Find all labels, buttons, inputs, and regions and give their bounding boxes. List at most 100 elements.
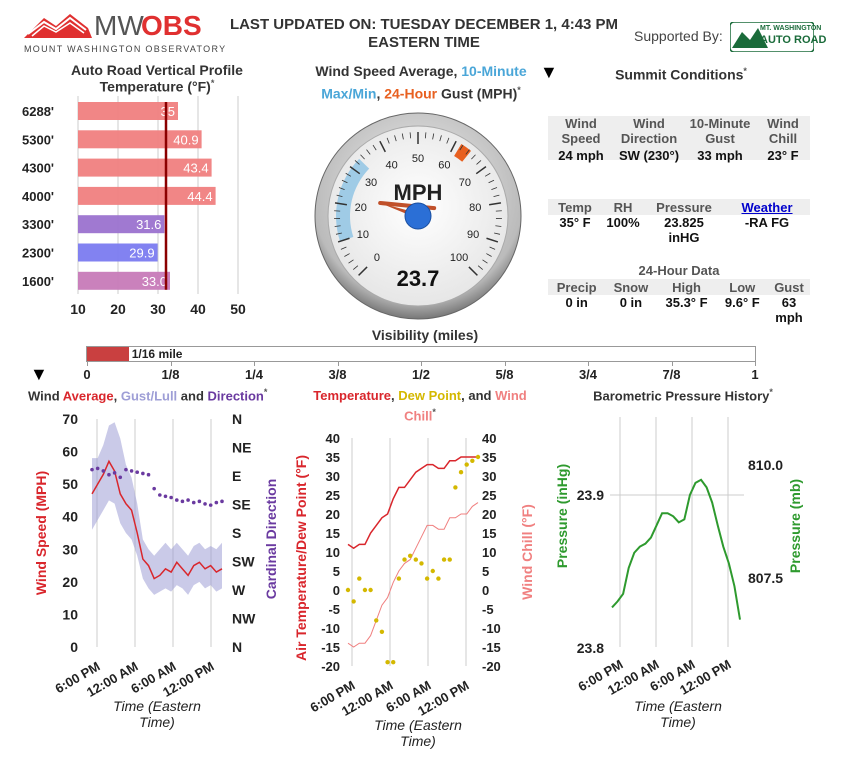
gauge-minmax-band bbox=[336, 158, 370, 242]
gauge-tick bbox=[477, 265, 483, 270]
logo[interactable]: MW OBS MOUNT WASHINGTON OBSERVATORY bbox=[24, 10, 227, 58]
mountain-logo-icon bbox=[24, 14, 92, 38]
info-asterisk[interactable]: * bbox=[743, 66, 747, 76]
direction-dot bbox=[191, 500, 196, 505]
gauge-tick-label: 90 bbox=[467, 229, 479, 241]
temp-bar bbox=[78, 158, 212, 177]
visibility-tick bbox=[254, 361, 255, 366]
supported-by-label: Supported By: bbox=[634, 28, 723, 44]
y-tick-label: 30 bbox=[62, 541, 78, 557]
gauge-tick-label: 70 bbox=[459, 177, 471, 189]
summit-table-2: Temp RH Pressure Weather 35° F 100% 23.8… bbox=[548, 200, 810, 245]
hdr-precip: Precip bbox=[556, 280, 597, 295]
x-axis-label: Time (Eastern bbox=[634, 698, 722, 714]
y-tick-label: 40 bbox=[62, 509, 78, 525]
y-tick-label: 40 bbox=[326, 431, 340, 446]
direction-tick-label: N bbox=[232, 411, 242, 427]
sponsor-line1: MT. WASHINGTON bbox=[760, 25, 822, 32]
info-asterisk[interactable]: * bbox=[517, 85, 521, 95]
gauge-tick bbox=[446, 137, 450, 144]
expand-triangle-icon[interactable]: ▼ bbox=[30, 364, 48, 384]
val-gust: 63 mph bbox=[775, 295, 803, 325]
wc-t-f: Direction bbox=[207, 388, 264, 404]
sponsor-logo[interactable]: MT. WASHINGTON AUTO ROAD bbox=[729, 21, 826, 53]
visibility-tick bbox=[87, 361, 88, 366]
visibility-bar: 1/16 mile bbox=[86, 346, 756, 362]
gauge-tick bbox=[475, 166, 487, 175]
y-tick-label: -10 bbox=[321, 621, 340, 636]
direction-tick-label: W bbox=[232, 582, 246, 598]
direction-tick-label: SW bbox=[232, 554, 255, 570]
y2-tick-label: 35 bbox=[482, 450, 496, 465]
gauge-gust-marker bbox=[454, 144, 472, 162]
direction-tick-label: NE bbox=[232, 440, 251, 456]
y2-tick-label: 807.5 bbox=[748, 570, 783, 586]
val-temp: 35° F bbox=[559, 215, 591, 230]
direction-tick-label: NW bbox=[232, 611, 256, 627]
wc-t-b: Average bbox=[62, 388, 114, 404]
gauge-tick bbox=[459, 144, 464, 151]
hdr-wind-direction: Wind Direction bbox=[620, 116, 678, 146]
gauge-title: Wind Speed Average, 10-Minute Max/Min, 2… bbox=[296, 62, 546, 104]
last-updated: LAST UPDATED ON: TUESDAY DECEMBER 1, 4:4… bbox=[224, 16, 624, 52]
y2-tick-label: -15 bbox=[482, 640, 501, 655]
hdr-wind-chill: Wind Chill bbox=[767, 116, 799, 146]
val-10min-gust: 33 mph bbox=[697, 148, 743, 163]
elevation-label: 1600' bbox=[22, 274, 54, 289]
direction-dot bbox=[197, 499, 202, 504]
gauge-tick bbox=[337, 237, 350, 243]
y-tick-label: 30 bbox=[326, 469, 340, 484]
visibility-fill bbox=[87, 347, 129, 361]
logo-mw: MW bbox=[94, 10, 144, 41]
temp-bar-label: 35 bbox=[161, 104, 175, 119]
dew-point-dot bbox=[357, 576, 362, 581]
info-asterisk[interactable]: * bbox=[769, 387, 773, 397]
y2-tick-label: 30 bbox=[482, 469, 496, 484]
info-asterisk[interactable]: * bbox=[263, 387, 268, 397]
gauge-value: 23.7 bbox=[397, 266, 440, 291]
hdr-low: Low bbox=[729, 280, 756, 295]
gauge-tick bbox=[336, 194, 343, 197]
gauge-tick bbox=[334, 202, 348, 206]
gauge-tick bbox=[471, 154, 476, 160]
visibility-tick bbox=[504, 361, 506, 366]
wind-chill-line bbox=[347, 502, 479, 648]
visibility-tick-label: 5/8 bbox=[495, 367, 514, 382]
weather-link-cell[interactable]: Weather bbox=[724, 200, 810, 215]
gauge-tick bbox=[450, 140, 457, 153]
y2-tick-label: 5 bbox=[482, 564, 489, 579]
elevation-label: 6288' bbox=[22, 104, 54, 119]
wind-gauge: 0 10 20 30 40 50 60 70 80 90 100 MPH 23.7 bbox=[314, 112, 522, 320]
hdr-wind-speed: Wind Speed bbox=[561, 116, 601, 146]
gauge-tick bbox=[488, 179, 495, 184]
summit-box-1 bbox=[548, 116, 810, 160]
summit-box-2 bbox=[548, 199, 810, 215]
visibility-tick bbox=[337, 361, 339, 366]
direction-dot bbox=[90, 467, 94, 472]
dew-point-dot bbox=[368, 587, 373, 593]
info-asterisk[interactable]: * bbox=[432, 407, 436, 417]
x-axis-label-2: Time) bbox=[400, 733, 436, 749]
info-asterisk[interactable]: * bbox=[210, 78, 215, 88]
x-axis-label-2: Time) bbox=[660, 714, 696, 730]
direction-dot bbox=[214, 500, 219, 505]
collapse-triangle-icon[interactable]: ▼ bbox=[540, 62, 558, 82]
last-updated-line2: EASTERN TIME bbox=[368, 34, 480, 51]
dew-point-dot bbox=[424, 576, 430, 581]
logo-subtitle: MOUNT WASHINGTON OBSERVATORY bbox=[24, 44, 227, 54]
dew-point-dot bbox=[475, 454, 481, 460]
temp-chart-title: Temperature, Dew Point, and Wind Chill* bbox=[300, 387, 540, 424]
visibility-tick-label: 0 bbox=[83, 367, 91, 382]
dew-point-dot bbox=[470, 458, 475, 463]
direction-dot bbox=[95, 466, 100, 471]
gauge-tick bbox=[432, 133, 435, 140]
y2-tick-label: 20 bbox=[482, 507, 496, 522]
weather-link[interactable]: Weather bbox=[741, 200, 793, 215]
hdr-rh: RH bbox=[613, 200, 633, 215]
bc-title: Barometric Pressure History bbox=[593, 388, 770, 404]
gauge-title-d: 24-Hour bbox=[384, 85, 438, 102]
pressure-line bbox=[611, 478, 741, 620]
gauge-tick bbox=[476, 160, 482, 165]
val-high: 35.3° F bbox=[665, 295, 708, 310]
